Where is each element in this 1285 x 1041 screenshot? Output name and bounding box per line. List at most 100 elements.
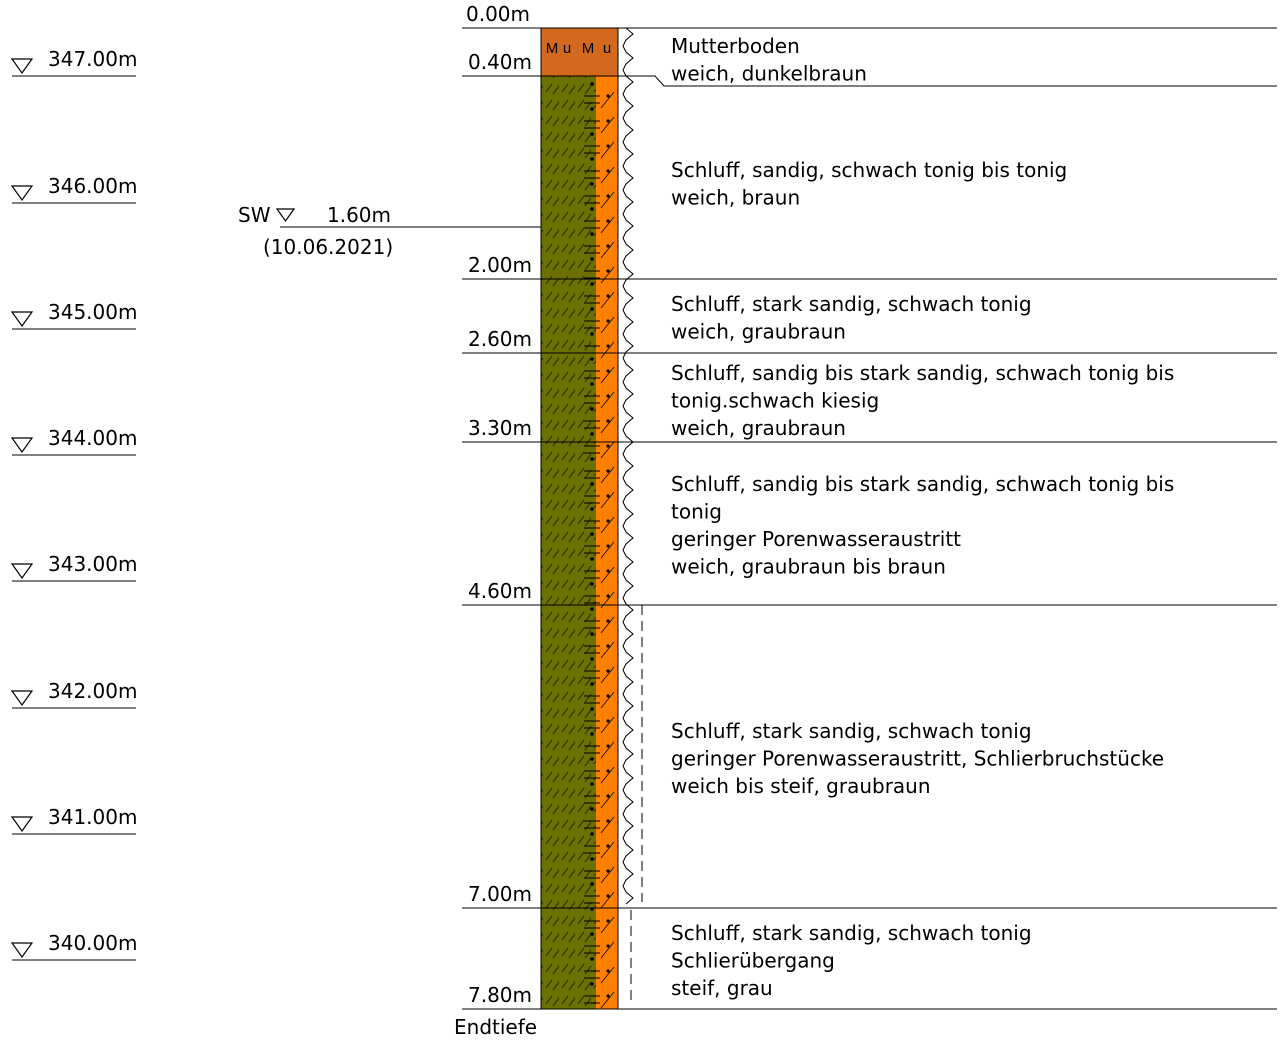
sand-dot — [606, 744, 610, 748]
silt-hatch — [600, 916, 615, 934]
sand-dot — [606, 319, 610, 323]
silt-hatch — [600, 166, 615, 184]
sand-dot — [606, 769, 610, 773]
sand-dot — [606, 144, 610, 148]
sand-dot — [606, 194, 610, 198]
sand-dot — [590, 107, 594, 111]
end-depth-label: Endtiefe — [454, 1015, 537, 1039]
elevation-triangle-icon — [10, 185, 34, 202]
sand-dot — [606, 469, 610, 473]
silt-hatch — [600, 416, 615, 434]
sand-dot — [590, 382, 594, 386]
sand-dot — [606, 294, 610, 298]
elevation-label: 345.00m — [48, 300, 137, 324]
elevation-label: 346.00m — [48, 174, 137, 198]
sand-dot — [590, 757, 594, 761]
silt-hatch — [600, 716, 615, 734]
sand-dot — [606, 94, 610, 98]
sand-dot — [590, 707, 594, 711]
silt-hatch — [600, 266, 615, 284]
layer-description-line: tonig.schwach kiesig — [671, 389, 879, 413]
silt-hatch — [600, 891, 615, 909]
sand-dot — [590, 582, 594, 586]
topsoil-code-letter: M — [546, 40, 559, 57]
silt-hatch — [600, 766, 615, 784]
layer-description-line: weich, dunkelbraun — [671, 62, 867, 86]
sand-dot — [606, 169, 610, 173]
sand-dot — [606, 619, 610, 623]
groundwater-triangle-icon — [275, 208, 296, 223]
layer-description-line: weich, graubraun — [671, 320, 846, 344]
elevation-triangle-icon — [10, 690, 34, 707]
sand-dot — [606, 869, 610, 873]
silt-hatch — [600, 191, 615, 209]
silt-hatch — [600, 91, 615, 109]
sand-dot — [590, 182, 594, 186]
layer-description-line: Schluff, sandig bis stark sandig, schwac… — [671, 361, 1174, 385]
sand-dot — [606, 119, 610, 123]
layer-description-line: Schluff, stark sandig, schwach tonig — [671, 292, 1032, 316]
elevation-label: 340.00m — [48, 931, 137, 955]
sand-dot — [606, 244, 610, 248]
layer-description-line: steif, grau — [671, 976, 773, 1000]
sand-dot — [590, 257, 594, 261]
sand-dot — [590, 507, 594, 511]
sand-dot — [606, 694, 610, 698]
silt-hatch — [600, 141, 615, 159]
elevation-triangle-icon — [10, 311, 34, 328]
sand-dot — [590, 657, 594, 661]
sand-dot — [590, 207, 594, 211]
sand-dot — [606, 419, 610, 423]
elevation-label: 342.00m — [48, 679, 137, 703]
sand-dot — [606, 444, 610, 448]
sand-dot — [606, 919, 610, 923]
layer-description-line: Schluff, sandig, schwach tonig bis tonig — [671, 158, 1067, 182]
layer-description-line: geringer Porenwasseraustritt, Schlierbru… — [671, 747, 1164, 771]
elevation-triangle-icon — [10, 437, 34, 454]
elevation-label: 343.00m — [48, 552, 137, 576]
silt-fill — [541, 76, 596, 1009]
sand-dot — [590, 607, 594, 611]
sand-dot — [590, 157, 594, 161]
silt-hatch — [600, 641, 615, 659]
silt-hatch — [600, 541, 615, 559]
elevation-scale: 347.00m 346.00m 345.00m 344.00m 343.00m 342.0… — [10, 47, 137, 961]
depth-label: 3.30m — [468, 416, 532, 440]
sand-dot — [590, 132, 594, 136]
layer-description-line: Schlierübergang — [671, 949, 835, 973]
sand-dot — [590, 232, 594, 236]
sand-dot — [606, 569, 610, 573]
depth-label: 0.40m — [468, 50, 532, 74]
silt-hatch — [600, 566, 615, 584]
sand-dot — [590, 982, 594, 986]
sand-dot — [590, 807, 594, 811]
layer-description-line: weich, graubraun bis braun — [671, 555, 946, 579]
silt-hatch — [600, 216, 615, 234]
sand-dot — [606, 369, 610, 373]
silt-hatch — [600, 366, 615, 384]
sand-dot — [590, 882, 594, 886]
sand-dot — [606, 269, 610, 273]
layer-description-line: weich, braun — [671, 186, 800, 210]
sand-dot — [606, 544, 610, 548]
silt-hatch — [600, 666, 615, 684]
depth-label-top: 0.00m — [466, 2, 530, 26]
topsoil-code-letter: u — [603, 40, 611, 57]
silt-hatch — [600, 291, 615, 309]
sand-dot — [606, 819, 610, 823]
sand-dot — [606, 669, 610, 673]
sand-dot — [606, 644, 610, 648]
silt-hatch — [600, 241, 615, 259]
silt-hatch — [600, 316, 615, 334]
depth-label: 7.80m — [468, 983, 532, 1007]
topsoil-fill — [540, 27, 619, 77]
groundwater-date: (10.06.2021) — [263, 235, 393, 259]
silt-hatch — [600, 116, 615, 134]
sand-dot — [606, 219, 610, 223]
groundwater-depth: 1.60m — [327, 203, 391, 227]
consistency-soft-zigzag — [622, 27, 634, 905]
topsoil-code-letter: M — [582, 40, 595, 57]
sand-dot — [606, 594, 610, 598]
